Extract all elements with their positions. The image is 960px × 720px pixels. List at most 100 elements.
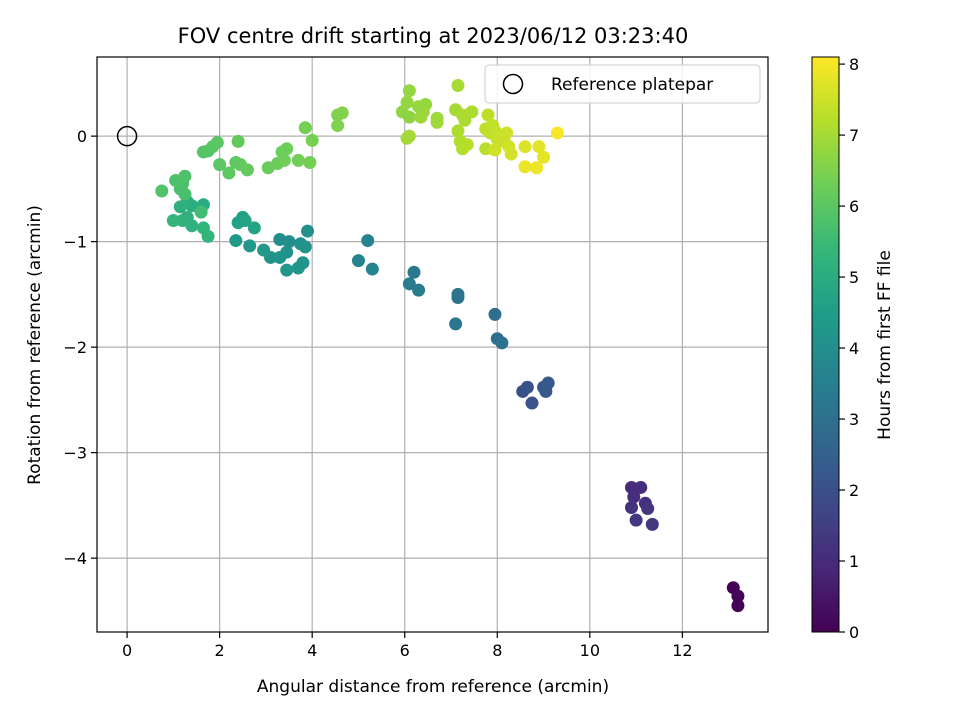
colorbar-tick-label: 7 [849, 126, 859, 145]
data-point [645, 517, 659, 531]
data-point [351, 254, 365, 268]
legend-marker [502, 73, 524, 95]
data-point [449, 317, 463, 331]
data-point [229, 234, 243, 248]
data-points [155, 78, 745, 613]
data-point [550, 126, 564, 140]
data-point [291, 153, 305, 167]
colorbar-ticks: 0 1 2 3 4 5 6 7 8 [839, 55, 859, 642]
data-point [201, 229, 215, 243]
data-point [361, 234, 375, 248]
data-point [247, 221, 261, 235]
colorbar-gradient [811, 56, 840, 633]
data-point [365, 262, 379, 276]
data-point [518, 140, 532, 154]
colorbar-tick-label: 4 [849, 339, 859, 358]
data-point [629, 513, 643, 527]
data-point [273, 250, 287, 264]
colorbar-label: Hours from first FF file [875, 250, 895, 440]
x-axis-ticks: 0 2 4 6 8 10 12 [122, 632, 693, 660]
data-point [412, 283, 426, 297]
data-point [532, 140, 546, 154]
data-point [402, 110, 416, 124]
colorbar-tick-label: 0 [849, 623, 859, 642]
data-point [627, 490, 641, 504]
x-tick-label: 0 [122, 641, 132, 660]
data-point [335, 106, 349, 120]
data-point [280, 263, 294, 277]
data-point [731, 599, 745, 613]
data-point [495, 336, 509, 350]
colorbar-tick-label: 1 [849, 552, 859, 571]
data-point [155, 184, 169, 198]
data-point [488, 143, 502, 157]
data-point [240, 163, 254, 177]
data-point [414, 110, 428, 124]
x-tick-label: 12 [672, 641, 692, 660]
data-point [166, 214, 180, 228]
data-point [213, 158, 227, 172]
chart-title: FOV centre drift starting at 2023/06/12 … [178, 24, 689, 48]
data-point [238, 214, 252, 228]
data-point [210, 135, 224, 149]
data-point [194, 205, 208, 219]
data-point [500, 126, 514, 140]
y-tick-label: −2 [63, 338, 87, 357]
data-point [277, 153, 291, 167]
reference-marker [116, 125, 138, 147]
legend-label: Reference platepar [551, 75, 713, 95]
data-point [305, 133, 319, 147]
data-point [178, 169, 192, 183]
colorbar: 0 1 2 3 4 5 6 7 8 Hours from first FF file [811, 55, 895, 642]
data-point [520, 380, 534, 394]
data-point [451, 291, 465, 305]
y-axis-ticks: 0 −1 −2 −3 −4 [63, 127, 97, 568]
data-point [634, 480, 648, 494]
plot-frame [96, 56, 769, 633]
data-point [460, 138, 474, 152]
y-tick-label: −3 [63, 444, 87, 463]
y-tick-label: 0 [77, 127, 87, 146]
data-point [243, 239, 257, 253]
data-point [402, 129, 416, 143]
data-point [488, 307, 502, 321]
colorbar-tick-label: 8 [849, 55, 859, 74]
y-tick-label: −4 [63, 549, 87, 568]
colorbar-tick-label: 2 [849, 481, 859, 500]
data-point [530, 161, 544, 175]
data-point [430, 115, 444, 129]
plot-area: 0 2 4 6 8 10 12 0 −1 −2 −3 −4 [63, 56, 769, 660]
data-point [451, 78, 465, 92]
data-point [451, 124, 465, 138]
data-point [525, 396, 539, 410]
data-point [298, 121, 312, 135]
x-tick-label: 8 [492, 641, 502, 660]
legend: Reference platepar [484, 64, 761, 104]
data-point [481, 108, 495, 122]
data-point [257, 243, 271, 257]
y-axis-label: Rotation from reference (arcmin) [25, 205, 45, 485]
y-tick-label: −1 [63, 233, 87, 252]
data-point [402, 84, 416, 98]
x-tick-label: 4 [307, 641, 317, 660]
data-point [518, 160, 532, 174]
reference-platepar-marker [116, 125, 138, 147]
x-axis-label: Angular distance from reference (arcmin) [257, 677, 609, 697]
data-point [624, 501, 638, 515]
data-point [465, 105, 479, 119]
x-tick-label: 10 [580, 641, 600, 660]
data-point [185, 219, 199, 233]
data-point [173, 200, 187, 214]
data-point [541, 376, 555, 390]
data-point [231, 134, 245, 148]
data-point [641, 502, 655, 516]
x-tick-label: 2 [215, 641, 225, 660]
data-point [291, 261, 305, 275]
legend-box [484, 64, 761, 104]
colorbar-tick-label: 3 [849, 410, 859, 429]
data-point [301, 224, 315, 238]
data-point [303, 156, 317, 170]
data-point [407, 265, 421, 279]
data-point [331, 119, 345, 133]
